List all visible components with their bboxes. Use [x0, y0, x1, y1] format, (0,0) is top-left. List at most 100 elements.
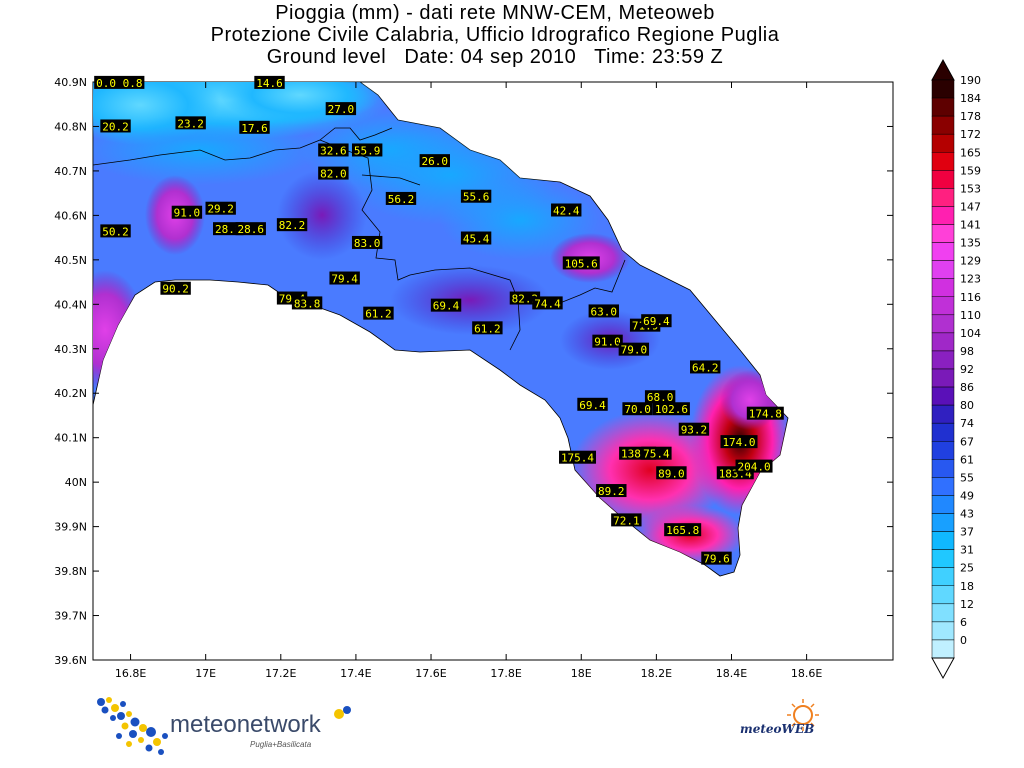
lon-tick-label: 18.6E: [791, 667, 822, 680]
colorbar-segment: [931, 459, 955, 478]
station-value: 72.1: [611, 513, 642, 527]
colorbar-label: 74: [960, 417, 974, 430]
colorbar-label: 43: [960, 508, 974, 521]
station-label-bg: [94, 75, 145, 89]
colorbar-label: 92: [960, 363, 974, 376]
lat-tick-label: 39.9N: [54, 521, 87, 534]
colorbar-label: 25: [960, 562, 974, 575]
colorbar-label: 190: [960, 74, 981, 87]
station-value: 89.2: [596, 484, 627, 498]
station-value: 83.0: [351, 235, 383, 250]
station-label-text: 174.0: [722, 436, 755, 449]
colorbar-segment: [931, 639, 955, 659]
station-label-text: 82.2: [279, 219, 306, 232]
colorbar-segment: [931, 531, 955, 550]
lat-tick-label: 40.8N: [54, 120, 87, 133]
station-label-bg: [664, 523, 702, 537]
station-label-bg: [701, 551, 732, 565]
station-label-bg: [618, 342, 650, 356]
colorbar-label: 0: [960, 634, 967, 647]
station-label-bg: [419, 154, 450, 168]
station-label-text: 68.0: [647, 391, 674, 404]
station-label-text: 63.0: [591, 305, 618, 318]
station-label-bg: [644, 390, 676, 404]
lat-tick-label: 40.7N: [54, 165, 87, 178]
station-value: 174.0: [720, 435, 758, 449]
station-label-bg: [460, 189, 492, 203]
station-label-bg: [171, 205, 203, 219]
lon-tick-label: 17.4E: [340, 667, 371, 680]
colorbar-label: 172: [960, 128, 981, 141]
station-label-text: 55.9: [354, 144, 381, 157]
station-value: 42.4: [551, 203, 582, 217]
station-label-text: 69.4: [433, 300, 460, 313]
station-label-text: 175.4: [561, 452, 594, 465]
station-label-text: 0.0 0.8: [96, 77, 142, 90]
colorbar-label: 153: [960, 182, 981, 195]
colorbar-segment: [931, 206, 955, 225]
station-label-bg: [622, 402, 653, 416]
station-label-text: 69.4: [643, 315, 670, 328]
station-label-text: 174.8: [749, 408, 782, 421]
station-label-text: 90.2: [162, 283, 189, 296]
station-label-bg: [430, 298, 462, 312]
station-value: 69.4: [430, 298, 462, 313]
station-label-bg: [592, 334, 623, 348]
logo-left-name: meteonetwork: [170, 711, 322, 738]
colorbar-label: 178: [960, 110, 981, 123]
station-value: 0.0 0.8: [94, 75, 145, 90]
colorbar-segment: [931, 97, 955, 117]
lat-tick-label: 40.4N: [54, 298, 87, 311]
station-label-bg: [239, 120, 270, 134]
colorbar-label: 129: [960, 255, 981, 268]
station-value: 175.4: [559, 450, 597, 465]
station-value: 174.8: [746, 406, 784, 421]
station-value: 165.8: [664, 523, 702, 537]
colorbar-segment: [931, 332, 955, 352]
colorbar-segment: [931, 188, 955, 207]
colorbar-segment: [931, 152, 955, 171]
colorbar-bottom-arrow: [931, 657, 955, 680]
station-value: 90.2: [160, 281, 191, 296]
station-labels: 0.0 0.8 14.6 20.2 23.2 17.6 27.0 32.6 55.9 26.0 8…: [94, 75, 784, 566]
station-value: 63.0: [588, 304, 619, 318]
colorbar-segment: [931, 585, 955, 605]
station-label-text: 45.4: [463, 233, 490, 246]
station-label-bg: [205, 201, 236, 215]
station-value: 50.2: [100, 224, 131, 238]
station-label-text: 75.4: [643, 448, 670, 461]
station-label-bg: [559, 450, 597, 464]
colorbar-top-arrow: [931, 58, 955, 81]
meteonetwork-logo: meteonetwork Puglia+Basilicata: [95, 692, 365, 760]
station-value: 32.6: [318, 143, 349, 157]
station-label-bg: [254, 75, 285, 89]
station-label-bg: [329, 271, 360, 285]
station-label-bg: [318, 166, 349, 180]
station-value: 83.8: [291, 296, 323, 310]
colorbar-segment: [931, 170, 955, 189]
station-label-bg: [235, 222, 266, 236]
station-value: 23.2: [175, 116, 206, 130]
title-line-3: Ground level Date: 04 sep 2010 Time: 23:…: [266, 46, 724, 68]
station-value: 14.6: [254, 75, 285, 90]
station-value: 55.6: [460, 189, 492, 204]
colorbar-label: 147: [960, 200, 981, 213]
station-label-bg: [100, 224, 131, 238]
station-label-bg: [596, 484, 627, 498]
meteoweb-logo: meteoWEB: [735, 693, 830, 743]
station-label-bg: [641, 314, 672, 328]
map-title: Pioggia (mm) - dati rete MNW-CEM, Meteow…: [100, 2, 890, 68]
station-label-text: 79.0: [621, 344, 648, 357]
sun-icon: [787, 699, 819, 731]
colorbar-label: 31: [960, 544, 974, 557]
lon-tick-label: 17E: [195, 667, 216, 680]
station-label-bg: [532, 296, 563, 310]
colorbar-label: 135: [960, 237, 981, 250]
colorbar-segment: [931, 477, 955, 496]
colorbar-segment: [931, 368, 955, 388]
station-value: 91.0: [171, 205, 203, 220]
lat-tick-label: 40.6N: [54, 209, 87, 222]
colorbar-label: 6: [960, 616, 967, 629]
station-value: 61.2: [472, 321, 503, 335]
